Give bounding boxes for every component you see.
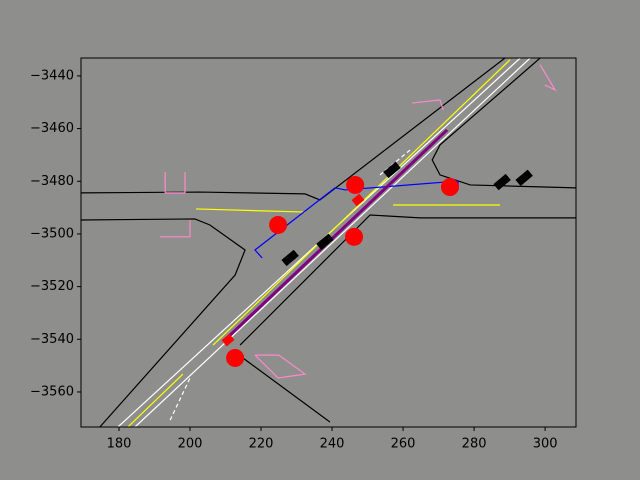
map-line (159, 219, 191, 238)
axes-frame (80, 57, 577, 428)
vehicle (316, 233, 334, 251)
map-line (239, 214, 576, 346)
vehicle (281, 249, 299, 267)
agent (345, 227, 364, 246)
agent-marker (221, 333, 235, 347)
x-tick-label: 220 (249, 437, 274, 452)
agent (440, 178, 459, 197)
x-tick-label: 280 (462, 437, 487, 452)
map-line (134, 58, 531, 427)
x-tick-label: 300 (533, 437, 558, 452)
y-tick-label: −3540 (30, 332, 74, 347)
map-line (254, 354, 307, 379)
map-line (127, 373, 184, 427)
vehicle (515, 169, 533, 187)
y-tick-label: −3460 (30, 121, 74, 136)
y-tick-label: −3520 (30, 279, 74, 294)
plot-area (81, 58, 576, 427)
x-tick-label: 200 (178, 437, 203, 452)
map-line (169, 377, 191, 421)
x-tick-label: 240 (320, 437, 345, 452)
map-line (164, 172, 186, 194)
agent (346, 175, 365, 194)
agent (269, 215, 288, 234)
x-tick-label: 260 (391, 437, 416, 452)
map-line (81, 58, 506, 201)
map-line (411, 99, 444, 111)
map-line (254, 180, 459, 259)
vehicle (493, 173, 511, 191)
map-line (212, 59, 511, 346)
map-line (229, 128, 449, 337)
y-tick-label: −3560 (30, 384, 74, 399)
vehicle (383, 161, 401, 179)
agent (226, 348, 245, 367)
y-tick-label: −3500 (30, 226, 74, 241)
map-line (81, 218, 246, 427)
map-line (196, 208, 306, 213)
map-line (539, 64, 557, 92)
y-tick-label: −3440 (30, 68, 74, 83)
y-tick-label: −3480 (30, 174, 74, 189)
agent-marker (351, 193, 365, 207)
x-tick-label: 180 (107, 437, 132, 452)
map-line (431, 58, 576, 189)
